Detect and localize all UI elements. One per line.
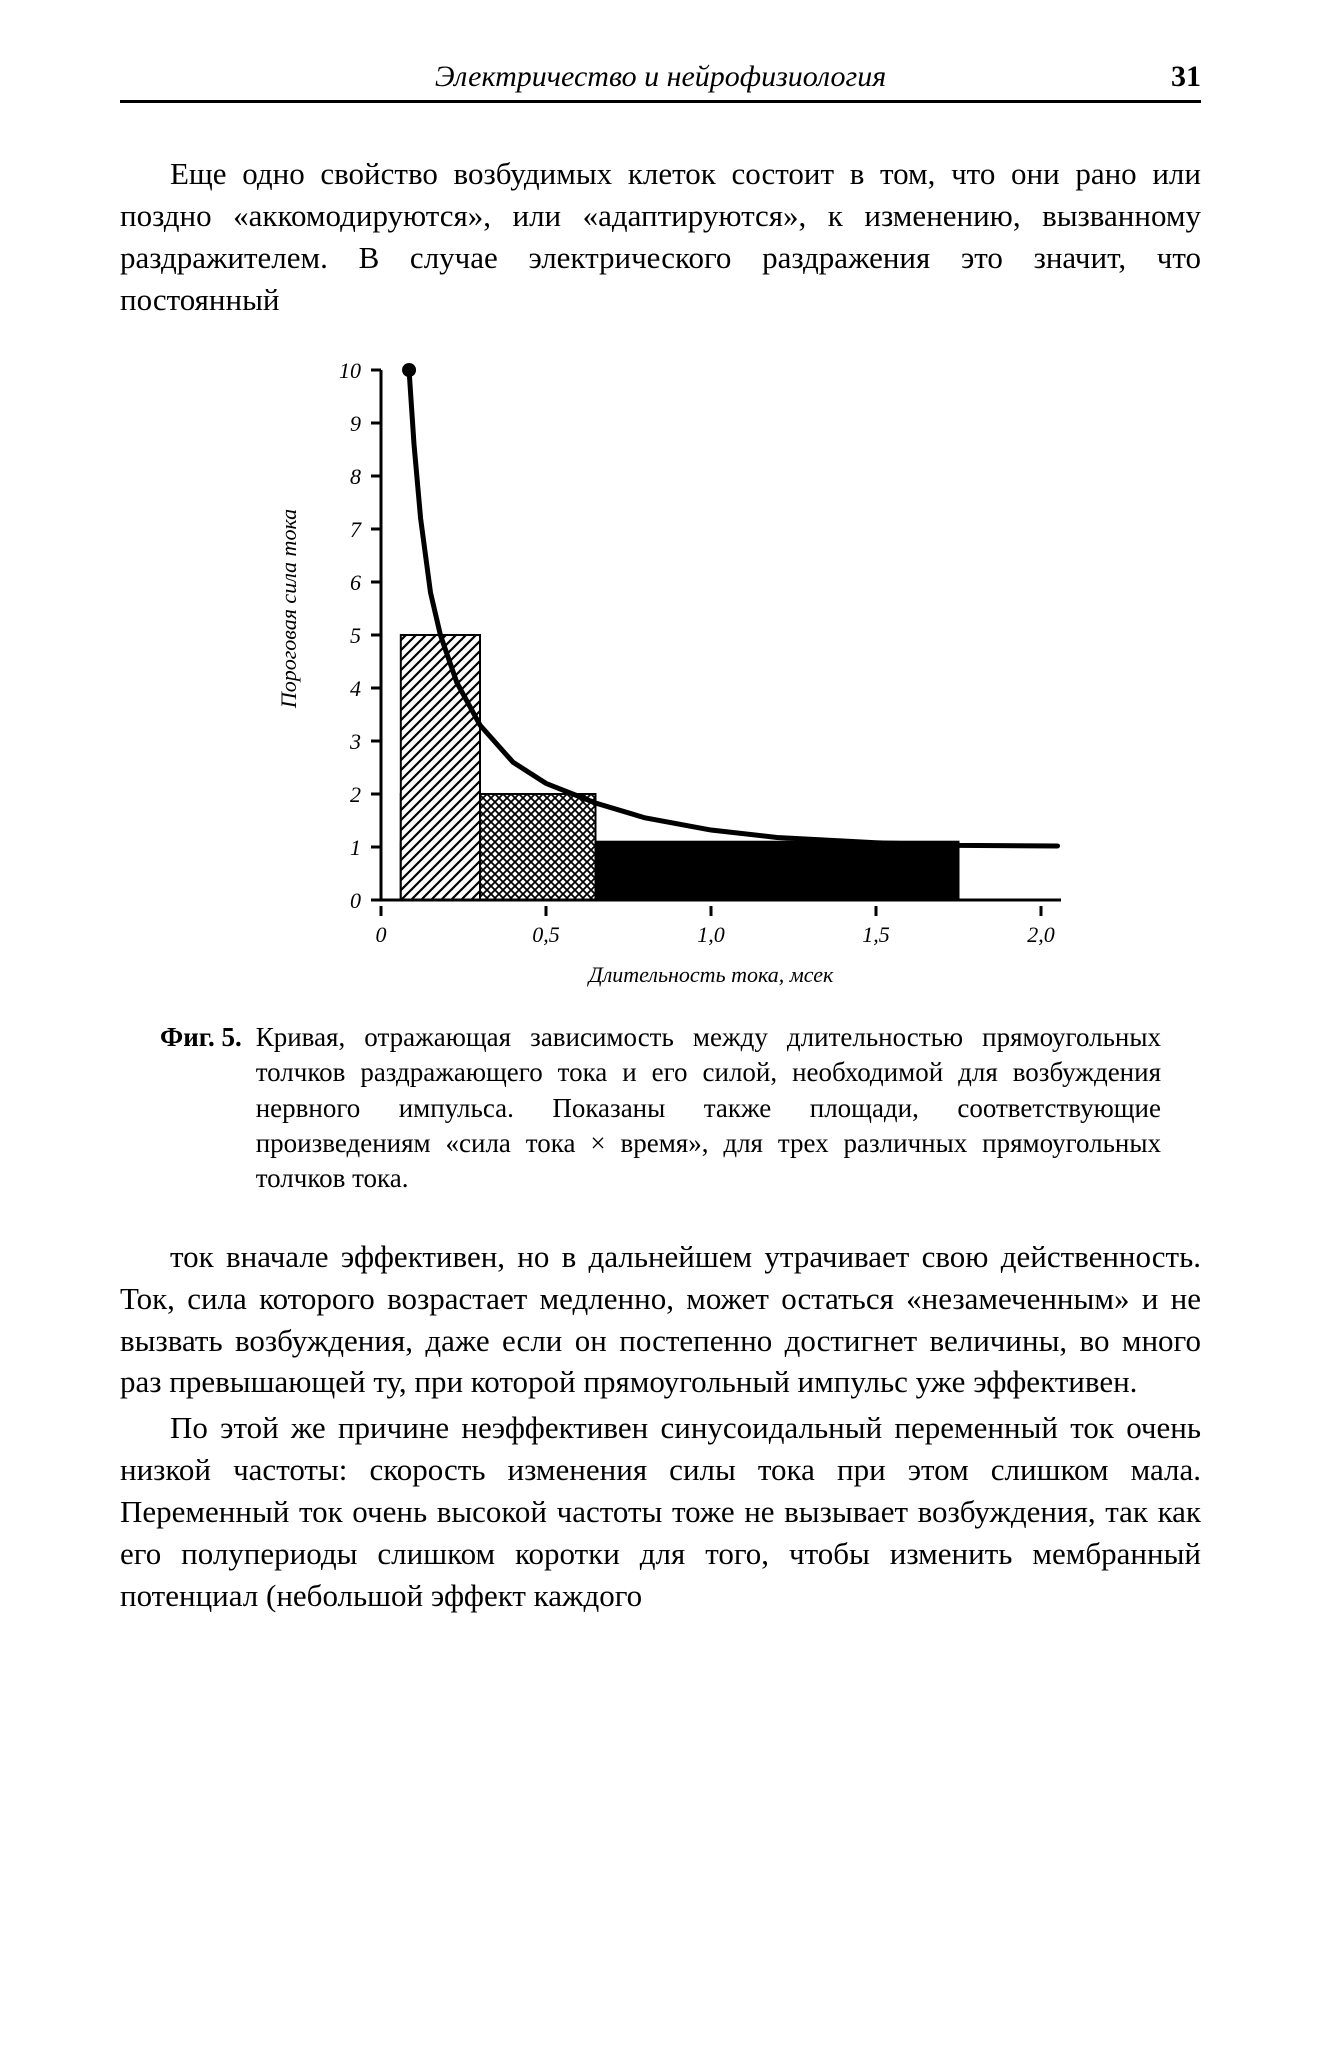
y-axis-label: Пороговая сила тока — [276, 509, 301, 709]
y-tick-label: 4 — [350, 676, 361, 701]
page-number: 31 — [1141, 60, 1201, 94]
y-tick-label: 9 — [350, 411, 361, 436]
y-tick-label: 6 — [350, 570, 361, 595]
figure-5: 0 1 2 3 4 5 6 7 8 9 10 0 0,5 1,0 1,5 2,0 Длительность то… — [251, 350, 1071, 1000]
strength-duration-chart: 0 1 2 3 4 5 6 7 8 9 10 0 0,5 1,0 1,5 2,0 Длительность то… — [251, 350, 1071, 1000]
y-tick-label: 5 — [350, 623, 361, 648]
curve-endpoint — [402, 363, 416, 377]
figure-caption-text: Кривая, отражающая зависимость между дли… — [256, 1020, 1161, 1195]
page-header: Электричество и нейрофизиология 31 — [120, 60, 1201, 103]
x-tick-label: 1,5 — [862, 922, 890, 947]
running-title: Электричество и нейрофизиология — [180, 60, 1141, 94]
figure-caption: Фиг. 5. Кривая, отражающая зависимость м… — [160, 1020, 1161, 1195]
y-tick-label: 1 — [350, 835, 361, 860]
y-tick-label: 8 — [350, 464, 361, 489]
body-paragraph: Еще одно свойство возбудимых клеток сост… — [120, 153, 1201, 320]
body-paragraph: По этой же причине неэффективен синусоид… — [120, 1407, 1201, 1616]
y-tick-label: 0 — [350, 888, 361, 913]
x-tick-label: 0 — [375, 922, 386, 947]
x-tick-label: 1,0 — [697, 922, 725, 947]
y-tick-label: 7 — [350, 517, 362, 542]
body-paragraph: ток вначале эффективен, но в дальнейшем … — [120, 1236, 1201, 1403]
y-tick-label: 2 — [350, 782, 361, 807]
figure-label: Фиг. 5. — [160, 1020, 242, 1195]
x-axis-label: Длительность тока, мсек — [586, 962, 833, 987]
y-tick-label: 10 — [339, 358, 361, 383]
pulse-bar — [400, 635, 479, 900]
x-tick-label: 2,0 — [1027, 922, 1055, 947]
strength-duration-curve — [409, 370, 1057, 846]
y-tick-label: 3 — [349, 729, 361, 754]
x-tick-label: 0,5 — [532, 922, 560, 947]
page: Электричество и нейрофизиология 31 Еще о… — [0, 0, 1321, 1700]
